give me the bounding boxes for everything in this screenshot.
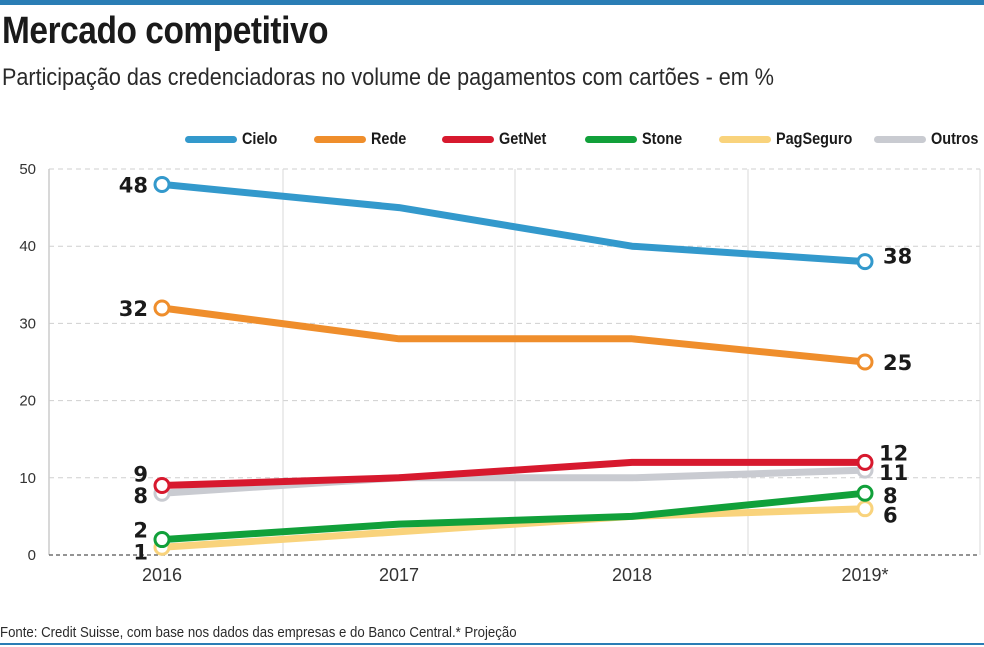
point-marker-cielo: [856, 253, 874, 271]
point-marker-rede: [153, 299, 171, 317]
data-label-end-cielo: 38: [883, 245, 912, 269]
data-label-end-getnet: 12: [879, 441, 908, 465]
series-line-stone: [158, 489, 869, 544]
chart-subtitle: Participação das credenciadoras no volum…: [2, 64, 775, 91]
legend: Cielo Rede GetNet Stone PagSeguro Outros: [185, 128, 984, 150]
legend-item-rede: Rede: [313, 129, 413, 149]
point-marker-pagseguro: [856, 500, 874, 518]
top-brand-bar: [0, 0, 984, 5]
y-tick-label: 20: [19, 393, 36, 410]
data-label-start-pagseguro: 1: [133, 540, 148, 564]
data-label-end-stone: 8: [883, 484, 898, 508]
y-tick-label: 30: [19, 315, 36, 332]
legend-swatch: [584, 135, 637, 143]
legend-swatch: [719, 135, 772, 143]
legend-label: Outros: [930, 129, 979, 148]
y-tick-label: 40: [19, 238, 36, 255]
x-tick-label: 2017: [379, 565, 419, 585]
series-line-pagseguro: [158, 505, 869, 551]
x-tick-label: 2019*: [841, 565, 888, 585]
data-label-end-outros: 11: [879, 461, 908, 485]
data-label-start-stone: 2: [133, 519, 148, 543]
series-line-outros: [158, 466, 869, 497]
data-label-end-rede: 25: [883, 351, 912, 375]
source-note: Fonte: Credit Suisse, com base nos dados…: [0, 624, 517, 641]
legend-label: PagSeguro: [776, 129, 853, 148]
legend-swatch: [442, 135, 495, 143]
legend-label: Stone: [641, 129, 683, 148]
point-marker-getnet: [856, 453, 874, 471]
data-label-end-pagseguro: 6: [883, 504, 898, 528]
legend-item-pagseguro: PagSeguro: [719, 129, 866, 149]
data-label-start-rede: 32: [119, 297, 148, 321]
legend-label: Cielo: [242, 129, 278, 148]
point-marker-cielo: [153, 175, 171, 193]
x-tick-label: 2018: [612, 565, 652, 585]
data-label-start-cielo: 48: [119, 173, 148, 197]
legend-item-cielo: Cielo: [185, 129, 284, 149]
y-tick-label: 0: [28, 547, 36, 564]
legend-swatch: [313, 135, 366, 143]
legend-swatch: [185, 135, 237, 143]
legend-label: GetNet: [499, 129, 547, 148]
bottom-brand-bar: [0, 643, 984, 645]
x-tick-label: 2016: [142, 565, 182, 585]
legend-label: Rede: [370, 129, 406, 148]
series-line-cielo: [158, 180, 869, 266]
legend-swatch: [873, 135, 926, 143]
chart-title: Mercado competitivo: [2, 10, 329, 52]
point-marker-rede: [856, 353, 874, 371]
legend-item-outros: Outros: [873, 129, 984, 149]
legend-item-stone: Stone: [584, 129, 689, 149]
point-marker-stone: [153, 531, 171, 549]
data-label-start-getnet: 9: [133, 463, 148, 487]
y-tick-label: 50: [19, 161, 36, 178]
point-marker-getnet: [153, 477, 171, 495]
y-tick-label: 10: [19, 470, 36, 487]
series-line-rede: [158, 304, 869, 366]
point-marker-stone: [856, 484, 874, 502]
data-label-start-outros: 8: [133, 484, 148, 508]
legend-item-getnet: GetNet: [442, 129, 555, 149]
series-line-getnet: [158, 458, 869, 489]
